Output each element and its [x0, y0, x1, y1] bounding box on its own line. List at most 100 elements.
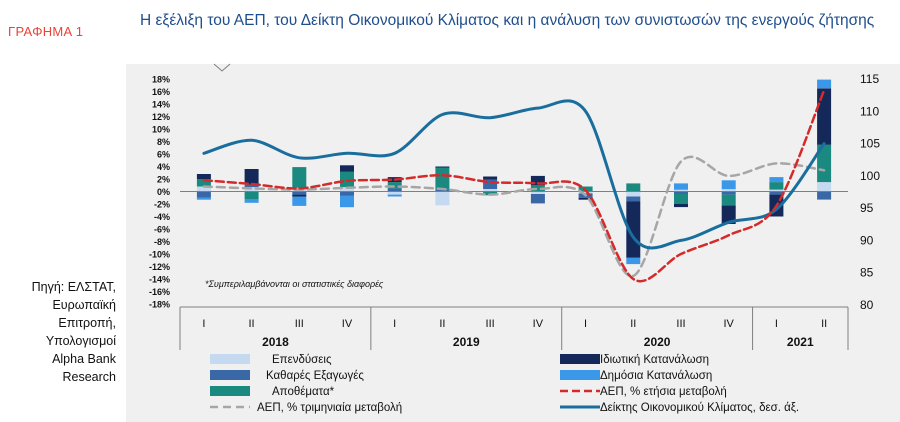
bar-net_exports [483, 179, 498, 189]
bar-private [626, 201, 641, 258]
bar-private [435, 166, 450, 168]
year-label: 2020 [644, 335, 671, 349]
bar-investment [769, 189, 784, 192]
bar-net_exports [769, 191, 784, 195]
legend-swatch-inventories [210, 386, 250, 396]
bar-public [626, 257, 641, 265]
line-gdp_yoy [202, 89, 826, 283]
line-gdp_qoq [202, 155, 826, 278]
bar-investment [483, 189, 498, 192]
bar-net_exports [626, 196, 641, 202]
source-line: Πηγή: ΕΛΣΤΑΤ, [31, 280, 116, 294]
left-tick-label: -6% [154, 225, 170, 235]
bar-inventories [196, 179, 211, 187]
plot-background [126, 64, 900, 422]
quarter-label: IV [724, 318, 735, 330]
legend-swatch-public [560, 370, 600, 380]
bar-net_exports [340, 191, 354, 196]
quarter-label: I [584, 318, 587, 330]
bar-inventories [769, 182, 784, 190]
bar-inventories [721, 194, 736, 206]
legend-label: Δείκτης Οικονομικού Κλίματος, δεσ. άξ. [600, 402, 799, 414]
bar-net_exports [435, 189, 450, 192]
left-tick-label: -10% [149, 250, 170, 260]
bar-investment [578, 191, 593, 194]
year-label: 2018 [262, 335, 289, 349]
source-line: Alpha Bank [52, 352, 116, 366]
bar-private [483, 176, 498, 180]
title-band [126, 0, 900, 64]
quarter-label: II [439, 318, 445, 330]
bar-inventories [530, 185, 545, 192]
bar-investment [340, 187, 354, 192]
bar-net_exports [721, 191, 736, 195]
bar-net_exports [387, 188, 402, 192]
left-tick-label: -16% [149, 287, 170, 297]
bar-private [578, 197, 593, 200]
figure-label: ΓΡΑΦΗΜΑ 1 [8, 24, 84, 39]
quarter-label: III [295, 318, 304, 330]
bar-private [530, 175, 545, 186]
bar-investment [721, 189, 736, 192]
year-label: 2019 [453, 335, 480, 349]
bar-inventories [244, 191, 259, 199]
source-note: Πηγή: ΕΛΣΤΑΤ, Ευρωπαϊκή Επιτροπή, Υπολογ… [0, 278, 116, 386]
bar-inventories [387, 182, 402, 189]
sidebar: ΓΡΑΦΗΜΑ 1 Πηγή: ΕΛΣΤΑΤ, Ευρωπαϊκή Επιτρο… [0, 0, 122, 422]
quarter-label: II [821, 318, 827, 330]
bar-investment [817, 182, 832, 192]
bar-private [244, 169, 259, 185]
quarter-label: I [775, 318, 778, 330]
source-line: Επιτροπή, [58, 316, 116, 330]
title-pointer [213, 63, 231, 72]
bar-net_exports [196, 191, 211, 198]
legend-swatch-net_exports [210, 370, 250, 380]
legend-label: Δημόσια Κατανάλωση [600, 370, 712, 382]
quarter-label: I [393, 318, 396, 330]
left-tick-label: 6% [157, 150, 170, 160]
bar-inventories [340, 171, 354, 188]
left-tick-label: 2% [157, 175, 170, 185]
right-tick-label: 110 [860, 104, 879, 118]
bar-investment [530, 191, 545, 194]
bar-inventories [817, 144, 832, 183]
bar-public [387, 194, 402, 197]
quarter-label: III [676, 318, 685, 330]
bar-public [292, 196, 307, 206]
chart-title: Η εξέλιξη του ΑΕΠ, του Δείκτη Οικονομικο… [140, 12, 875, 29]
source-line: Ευρωπαϊκή [52, 298, 116, 312]
right-tick-label: 115 [860, 72, 879, 86]
bar-private [292, 194, 307, 197]
quarter-label: II [249, 318, 255, 330]
bar-private [721, 205, 736, 224]
right-tick-label: 105 [860, 137, 880, 151]
right-tick-label: 90 [860, 233, 874, 247]
legend-swatch-investment [210, 354, 250, 364]
quarter-label: I [202, 318, 205, 330]
quarter-label: IV [342, 318, 353, 330]
left-tick-label: 14% [152, 100, 170, 110]
bar-public [817, 79, 832, 89]
bar-investment [387, 191, 402, 195]
bar-net_exports [674, 191, 688, 194]
legend-label: Καθαρές Εξαγωγές [266, 370, 364, 382]
legend-label: Επενδύσεις [272, 354, 332, 366]
source-line: Research [62, 370, 117, 384]
bar-private [817, 88, 832, 145]
legend-swatch-private [560, 354, 600, 364]
right-tick-label: 80 [860, 298, 874, 312]
legend-label: Ιδιωτική Κατανάλωση [600, 354, 709, 366]
bar-inventories [626, 183, 641, 192]
left-tick-label: 18% [152, 75, 170, 85]
bar-private [340, 165, 354, 172]
legend-label: ΑΕΠ, % τριμηνιαία μεταβολή [257, 402, 402, 414]
bar-net_exports [244, 184, 259, 188]
left-tick-label: 0% [157, 187, 170, 197]
bar-public [674, 183, 688, 190]
left-tick-label: -12% [149, 262, 170, 272]
bar-public [721, 180, 736, 190]
bar-investment [435, 191, 450, 206]
left-tick-label: -4% [154, 212, 170, 222]
bar-inventories [292, 167, 307, 188]
